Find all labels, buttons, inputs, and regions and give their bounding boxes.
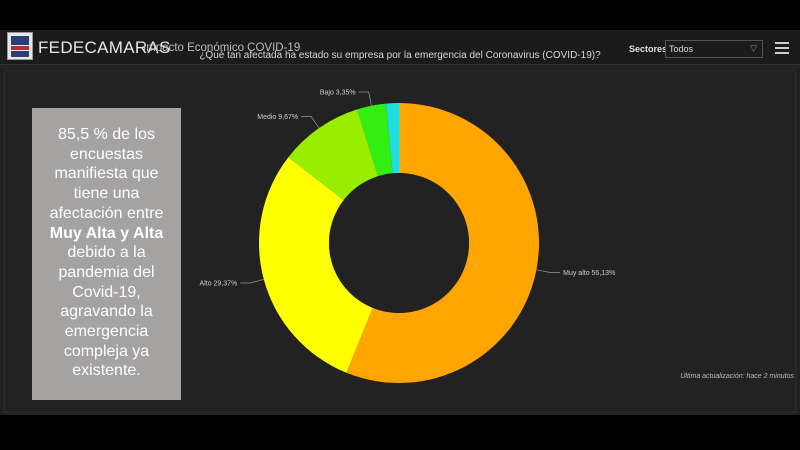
chevron-down-icon: ▽ [750, 43, 757, 53]
summary-text-2: debido a la pandemia del Covid-19, agrav… [58, 244, 155, 380]
slice-leader-line [536, 269, 561, 273]
summary-note: 85,5 % de los encuestas manifiesta que t… [32, 108, 181, 400]
donut-slice-alto[interactable] [258, 157, 373, 373]
slice-leader-line [240, 279, 264, 284]
dashboard-subtitle: Impacto Económico COVID-19 [143, 42, 301, 54]
sectores-label: Sectores [629, 44, 668, 54]
summary-text-1: 85,5 % de los encuestas manifiesta que t… [49, 126, 164, 222]
donut-slice-muy-alto[interactable] [346, 103, 539, 383]
chart-title: ¿Qué tan afectada ha estado su empresa p… [199, 50, 601, 61]
donut-slice-medio[interactable] [288, 109, 379, 201]
summary-text-bold: Muy Alta y Alta [49, 224, 164, 242]
last-updated-text: Última actualización: hace 2 minutos [680, 373, 794, 380]
brand-title: FEDECAMARAS [38, 38, 171, 57]
slice-leader-line [358, 91, 372, 106]
sectores-select-value: Todos [669, 44, 694, 54]
donut-slice-nulo[interactable] [386, 103, 399, 174]
donut-slice-bajo[interactable] [357, 103, 393, 177]
slice-leader-line [301, 116, 320, 129]
slice-label: Medio 9,67% [257, 114, 298, 121]
hamburger-menu-icon[interactable] [775, 42, 789, 54]
slice-label: Alto 29,37% [200, 281, 238, 288]
slice-label: Bajo 3,35% [320, 90, 356, 97]
donut-hole [329, 173, 469, 313]
fedecamaras-logo-icon [7, 32, 33, 60]
slice-label: Muy alto 56,13% [563, 270, 615, 277]
header-bar: FEDECAMARAS Impacto Económico COVID-19 S… [0, 30, 800, 65]
sectores-select[interactable]: Todos ▽ [665, 40, 763, 58]
